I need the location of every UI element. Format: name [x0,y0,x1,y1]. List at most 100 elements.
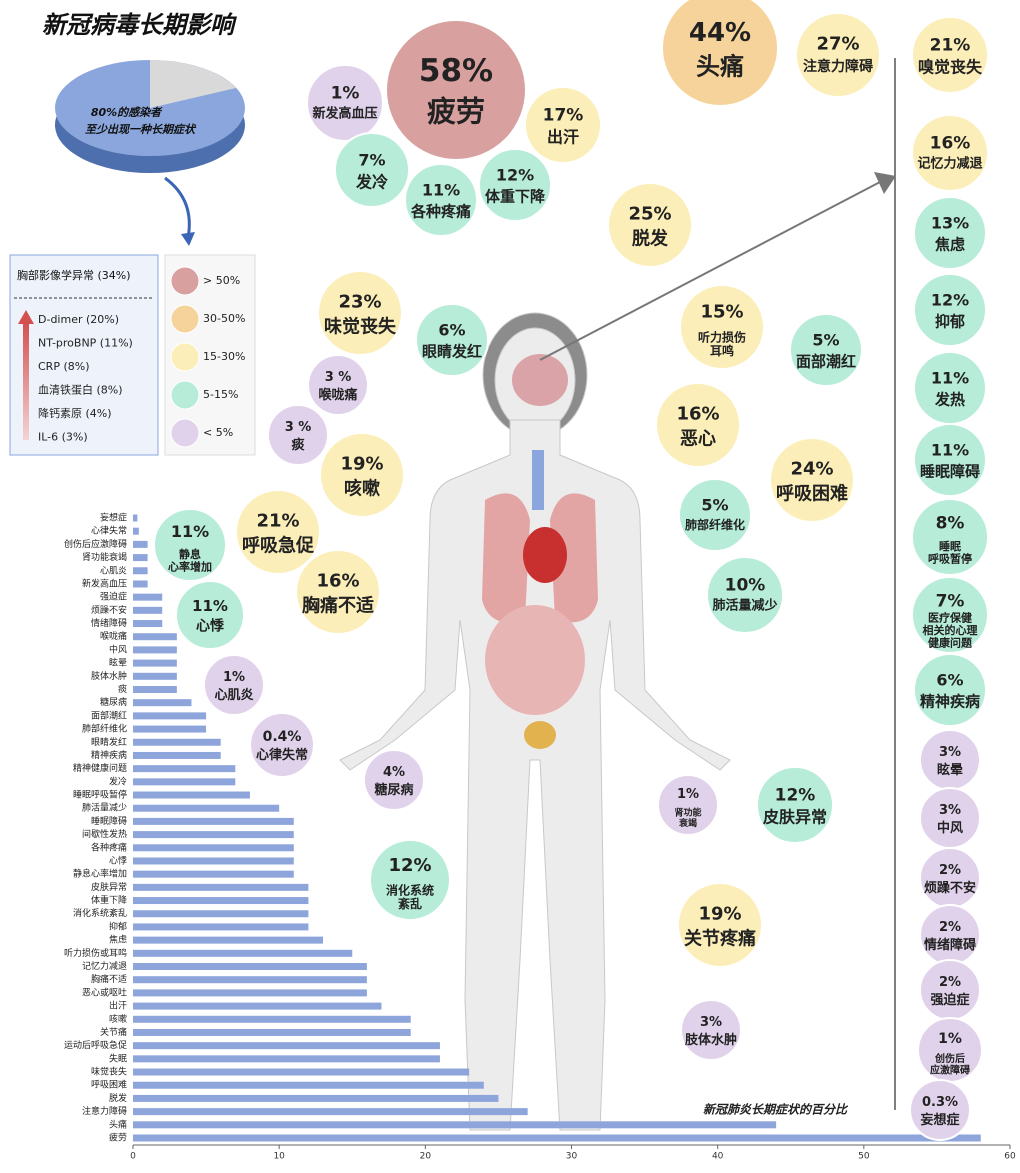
bubble-value: 0.3% [922,1095,958,1110]
bar [133,923,309,931]
bubble-label: 衰竭 [678,817,697,829]
legend-label: > 50% [203,274,240,287]
bubble-label: 味觉丧失 [324,315,397,337]
bubble [795,12,881,98]
bubble-value: 11% [192,597,228,615]
connector-arrow [539,181,881,361]
bubble-value: 1% [223,670,245,685]
y-tick-label: 味觉丧失 [91,1066,127,1078]
bubble-value: 12% [388,855,431,876]
bubble-label: 心悸 [196,617,225,634]
bar [133,1028,411,1036]
bubble-value: 3% [939,745,961,760]
bubble [175,580,245,650]
bubble-label: 痰 [291,437,305,453]
bubble-label: 心率增加 [168,559,212,573]
bubble-value: 27% [816,34,859,55]
x-tick-label: 20 [420,1152,432,1162]
bar [133,897,309,905]
legend-swatch [170,266,200,296]
bubble [919,729,981,791]
bubble [235,489,321,575]
bar [133,910,309,918]
y-tick-label: 新发高血压 [82,577,127,589]
bubble [295,549,381,635]
bubble-label: 体重下降 [485,188,546,206]
y-tick-label: 头痛 [109,1118,127,1130]
bubble-label: 头痛 [696,53,744,81]
bubble-value: 19% [698,904,741,925]
bubble-label: 呼吸急促 [242,534,315,556]
bar [133,1134,981,1142]
bubble [789,313,863,387]
bubble-value: 2% [939,975,961,990]
body-silhouette [339,312,731,1131]
bubble-value: 7% [936,592,965,612]
legend-label: 30-50% [203,312,245,325]
biomarker-title: 胸部影像学异常 (34%) [17,268,131,282]
bubble-value: 2% [939,863,961,878]
chart-caption: 新冠肺炎长期症状的百分比 [703,1103,849,1117]
y-tick-label: 痰 [118,683,127,695]
bar [133,817,294,825]
bubble-label: 创伤后 [934,1052,965,1065]
bar [133,580,148,588]
y-tick-label: 烦躁不安 [91,604,127,616]
y-tick-label: 心悸 [109,854,127,866]
y-tick-label: 间歇性发热 [82,828,127,840]
bar [133,527,139,535]
bubble-label: 抑郁 [935,313,965,331]
bubble-value: 15% [700,301,743,322]
bar [133,1121,777,1129]
bubble [317,270,403,356]
bubble [911,498,989,576]
bar [133,633,177,641]
legend-swatch [170,342,200,372]
bar [133,1042,440,1050]
bubble [913,351,987,425]
bubble [919,787,981,849]
y-tick-label: 肺部纤维化 [82,723,127,735]
bubble-label: 记忆力减退 [917,156,982,172]
bar [133,791,250,799]
bubble-label: 胸痛不适 [302,594,374,616]
bar [133,857,294,865]
y-tick-label: 精神健康问题 [73,762,127,774]
y-tick-label: 肢体水肿 [91,670,127,682]
legend-label: < 5% [203,426,233,439]
y-tick-label: 眩晕 [109,657,127,669]
bubble [319,432,405,518]
y-tick-label: 出汗 [109,1000,127,1012]
bubble-value: 13% [931,214,969,233]
bubble-value: 16% [930,134,971,154]
y-tick-label: 眼睛发红 [91,736,127,748]
bubble [306,64,384,142]
y-tick-label: 皮肤异常 [91,881,127,893]
bubble-label: 肾功能 [674,807,701,819]
bubble-value: 5% [701,496,728,515]
bubble-value: 2% [939,920,961,935]
bubble-label: 注意力障碍 [803,58,873,75]
legend-swatch [170,304,200,334]
bubble [756,766,834,844]
y-tick-label: 心律失常 [91,525,127,537]
bar [133,659,177,667]
bubble-label: 脱发 [632,227,669,249]
y-tick-label: 焦虑 [109,934,127,946]
x-tick-label: 60 [1004,1152,1016,1162]
bar [133,514,138,522]
bubble-value: 11% [422,181,460,200]
bubble-label: 疲劳 [427,95,485,129]
bar [133,765,236,773]
bubble [679,284,765,370]
y-tick-label: 消化系统紊乱 [73,907,127,919]
bubble-label: 精神疾病 [920,693,980,711]
bar [133,804,280,812]
bubble-value: 10% [725,576,766,596]
bar [133,685,177,693]
bar [133,567,148,575]
bubble-label: 强迫症 [930,992,969,1008]
bubble-value: 3 % [285,420,312,435]
bubble-label: 消化系统 [386,882,434,897]
bubble [369,839,451,921]
